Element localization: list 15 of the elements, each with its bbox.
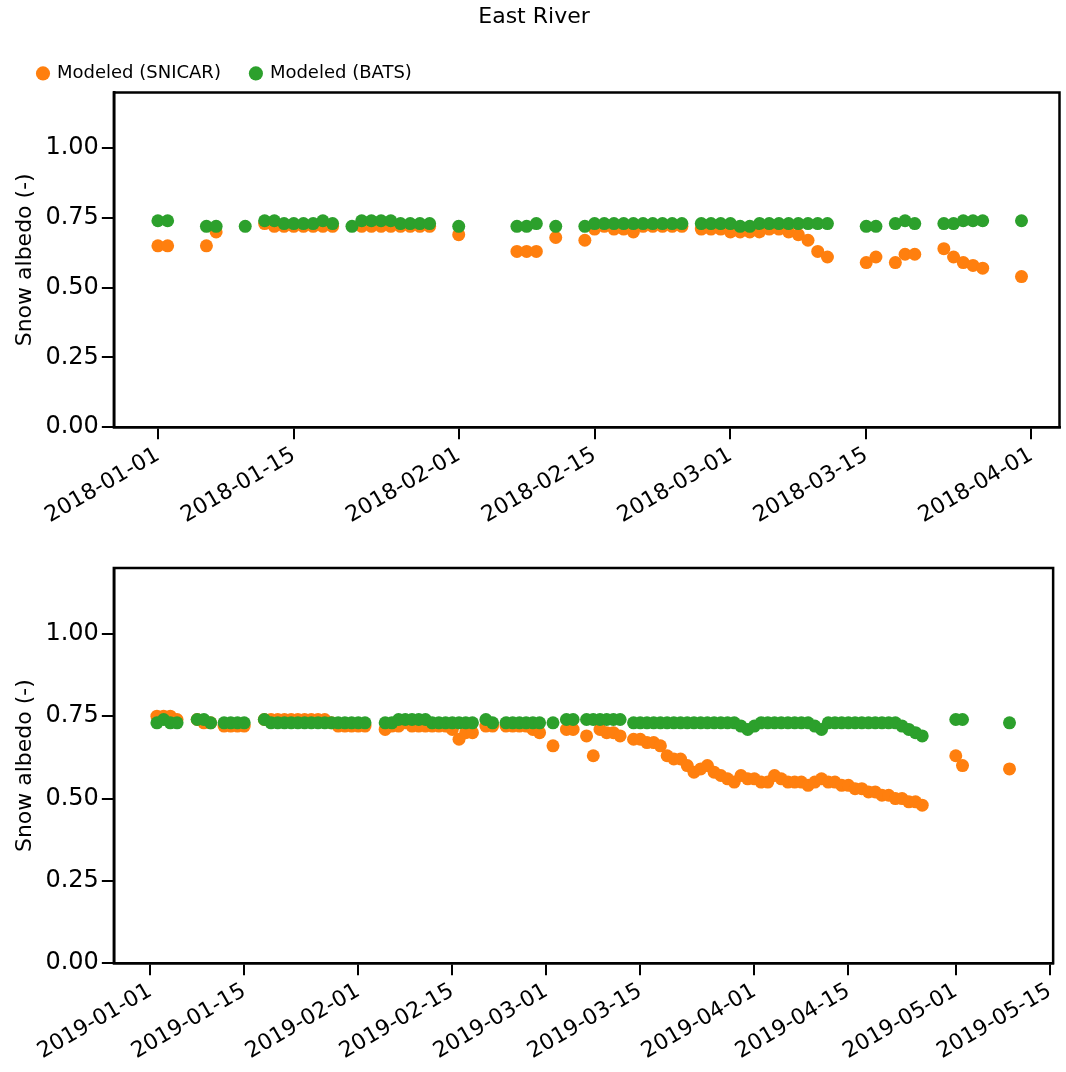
y-tick-label: 0.75 bbox=[45, 202, 99, 231]
y-tick-label: 0.50 bbox=[45, 271, 99, 300]
y-tick-label: 0.00 bbox=[45, 411, 99, 440]
y-tick-label: 0.75 bbox=[45, 700, 99, 729]
y-tick-label: 1.00 bbox=[45, 132, 99, 161]
y-tick-label: 1.00 bbox=[45, 618, 99, 647]
chart-title: East River bbox=[478, 2, 591, 28]
y-tick-label: 0.50 bbox=[45, 782, 99, 811]
legend-label: Modeled (BATS) bbox=[269, 61, 412, 83]
legend-label: Modeled (SNICAR) bbox=[57, 61, 221, 83]
y-tick-label: 0.00 bbox=[45, 947, 99, 976]
y-tick-label: 0.25 bbox=[45, 341, 99, 370]
y-tick-label: 0.25 bbox=[45, 865, 99, 894]
y-axis-title: Snow albedo (-) bbox=[10, 679, 36, 853]
y-axis-title: Snow albedo (-) bbox=[10, 173, 36, 347]
